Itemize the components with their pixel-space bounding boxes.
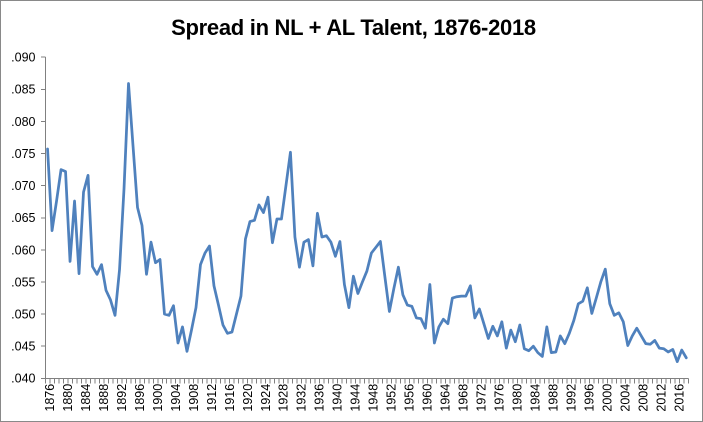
svg-text:1884: 1884	[79, 384, 93, 412]
svg-text:1940: 1940	[331, 384, 345, 412]
svg-text:.040: .040	[11, 372, 35, 386]
svg-text:1964: 1964	[439, 384, 453, 412]
svg-text:2004: 2004	[619, 384, 633, 412]
svg-text:1948: 1948	[367, 384, 381, 412]
svg-text:1944: 1944	[349, 384, 363, 412]
svg-text:1904: 1904	[169, 384, 183, 412]
svg-text:1888: 1888	[97, 384, 111, 412]
svg-text:1920: 1920	[241, 384, 255, 412]
svg-text:1984: 1984	[529, 384, 543, 412]
svg-text:1916: 1916	[223, 384, 237, 412]
svg-text:1976: 1976	[493, 384, 507, 412]
svg-text:.065: .065	[11, 211, 35, 225]
svg-text:2000: 2000	[601, 384, 615, 412]
svg-text:2008: 2008	[637, 384, 651, 412]
svg-text:1972: 1972	[475, 384, 489, 412]
svg-text:1952: 1952	[385, 384, 399, 412]
svg-text:1968: 1968	[457, 384, 471, 412]
svg-text:2016: 2016	[673, 384, 687, 412]
svg-text:.050: .050	[11, 307, 35, 321]
svg-text:2012: 2012	[655, 384, 669, 412]
svg-text:.045: .045	[11, 340, 35, 354]
svg-text:1876: 1876	[43, 384, 57, 412]
svg-text:1936: 1936	[313, 384, 327, 412]
svg-text:.055: .055	[11, 275, 35, 289]
svg-text:1980: 1980	[511, 384, 525, 412]
svg-text:.075: .075	[11, 147, 35, 161]
svg-text:.090: .090	[11, 51, 35, 65]
svg-text:1928: 1928	[277, 384, 291, 412]
svg-text:Spread in NL + AL Talent, 1876: Spread in NL + AL Talent, 1876-2018	[171, 15, 536, 40]
svg-text:1924: 1924	[259, 384, 273, 412]
svg-text:.070: .070	[11, 179, 35, 193]
svg-text:1892: 1892	[115, 384, 129, 412]
svg-text:1992: 1992	[565, 384, 579, 412]
svg-text:.060: .060	[11, 243, 35, 257]
svg-text:1880: 1880	[61, 384, 75, 412]
svg-text:1960: 1960	[421, 384, 435, 412]
svg-text:1988: 1988	[547, 384, 561, 412]
svg-text:1956: 1956	[403, 384, 417, 412]
svg-text:1896: 1896	[133, 384, 147, 412]
svg-text:.085: .085	[11, 83, 35, 97]
svg-text:1908: 1908	[187, 384, 201, 412]
svg-text:1900: 1900	[151, 384, 165, 412]
svg-text:1912: 1912	[205, 384, 219, 412]
svg-text:1932: 1932	[295, 384, 309, 412]
svg-text:1996: 1996	[583, 384, 597, 412]
svg-text:.080: .080	[11, 115, 35, 129]
